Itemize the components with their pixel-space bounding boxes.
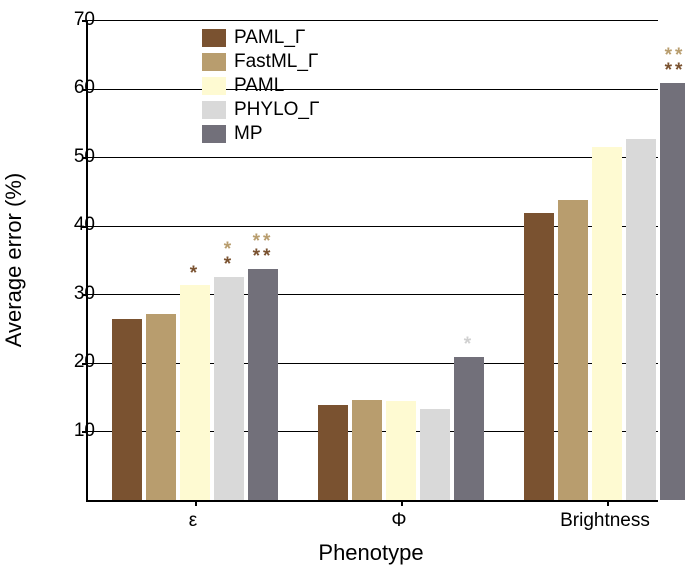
legend-label: PAML_Γ: [234, 27, 305, 49]
legend-label: FastML_Γ: [234, 51, 318, 73]
bar: [592, 147, 622, 500]
plot-area: ************: [86, 20, 658, 502]
ytick-label: 10: [45, 420, 95, 442]
bar: [626, 139, 656, 500]
ytick-label: 20: [45, 351, 95, 373]
bar: [248, 269, 278, 500]
legend-item: PHYLO_Γ: [202, 98, 319, 122]
bar: [214, 277, 244, 500]
ytick-label: 70: [45, 9, 95, 31]
significance-marker: *: [464, 338, 474, 353]
legend-label: PHYLO_Γ: [234, 99, 319, 121]
legend-item: FastML_Γ: [202, 50, 319, 74]
legend-item: PAML: [202, 74, 319, 98]
bar: [558, 200, 588, 500]
legend: PAML_ΓFastML_ΓPAMLPHYLO_ΓMP: [196, 24, 325, 148]
legend-label: MP: [234, 123, 263, 145]
xtick-mark: [401, 500, 403, 506]
significance-marker: ****: [665, 49, 685, 79]
ytick-label: 50: [45, 146, 95, 168]
legend-item: MP: [202, 122, 319, 146]
ytick-label: 40: [45, 214, 95, 236]
ytick-label: 60: [45, 77, 95, 99]
xtick-label: Φ: [329, 510, 469, 532]
significance-marker: **: [224, 243, 234, 273]
legend-swatch: [202, 29, 226, 47]
bar: [318, 405, 348, 500]
xtick-mark: [607, 500, 609, 506]
legend-swatch: [202, 101, 226, 119]
bar: [660, 83, 685, 500]
bar: [420, 409, 450, 500]
x-axis-label: Phenotype: [318, 540, 423, 566]
legend-label: PAML: [234, 75, 284, 97]
significance-marker: *: [190, 267, 200, 282]
bar: [454, 357, 484, 500]
xtick-label: Brightness: [535, 510, 675, 532]
y-axis-label: Average error (%): [1, 173, 27, 347]
legend-item: PAML_Γ: [202, 26, 319, 50]
bar: [386, 401, 416, 500]
xtick-label: ε: [123, 510, 263, 532]
bar: [112, 319, 142, 500]
ytick-label: 30: [45, 283, 95, 305]
bar: [524, 213, 554, 500]
bar: [146, 314, 176, 500]
gridline: [88, 89, 658, 90]
significance-marker: ****: [253, 235, 274, 265]
xtick-mark: [195, 500, 197, 506]
legend-swatch: [202, 77, 226, 95]
legend-swatch: [202, 125, 226, 143]
bar: [352, 400, 382, 500]
gridline: [88, 20, 658, 21]
bar: [180, 285, 210, 500]
gridline: [88, 157, 658, 158]
bar-chart: ************ Average error (%) Phenotype…: [0, 0, 685, 570]
legend-swatch: [202, 53, 226, 71]
